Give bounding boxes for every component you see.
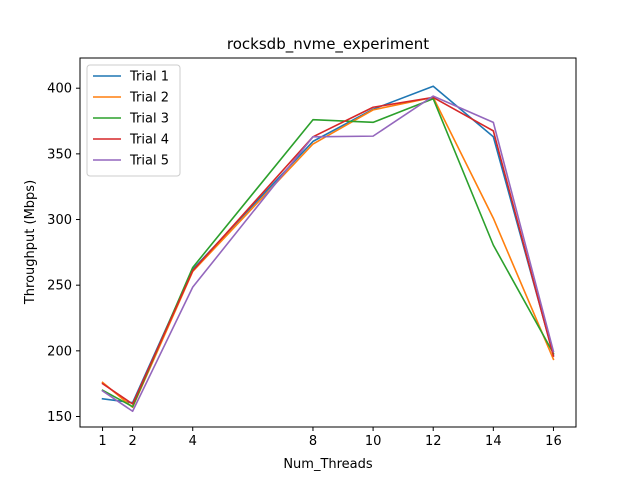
x-axis-title: Num_Threads [283, 457, 373, 472]
series-line-trial-5 [101, 95, 555, 413]
series-layer [101, 85, 555, 413]
x-tick-label: 8 [309, 434, 317, 449]
y-tick-label: 300 [47, 213, 72, 228]
x-tick-label: 4 [189, 434, 197, 449]
x-tick-label: 1 [98, 434, 106, 449]
x-tick-label: 14 [485, 434, 502, 449]
x-tick-label: 16 [545, 434, 562, 449]
legend-label-trial-4: Trial 4 [129, 133, 169, 148]
x-tick-label: 10 [365, 434, 382, 449]
y-tick-label: 200 [47, 344, 72, 359]
y-tick-label: 350 [47, 147, 72, 162]
legend: Trial 1 Trial 2 Trial 3 Trial 4 Trial 5 [86, 64, 181, 177]
x-tick-label: 2 [128, 434, 136, 449]
y-tick-label: 150 [47, 410, 72, 425]
y-axis-title: Throughput (Mbps) [23, 180, 38, 305]
y-tick-label: 250 [47, 279, 72, 294]
legend-label-trial-1: Trial 1 [129, 70, 169, 85]
plot-frame [79, 57, 577, 428]
y-tick-label: 400 [47, 82, 72, 97]
legend-box [86, 64, 181, 177]
legend-label-trial-3: Trial 3 [129, 112, 169, 127]
legend-label-trial-5: Trial 5 [129, 154, 169, 169]
x-tick-label: 12 [425, 434, 442, 449]
series-line-trial-4 [101, 96, 555, 405]
chart-title: rocksdb_nvme_experiment [227, 35, 429, 54]
legend-label-trial-2: Trial 2 [129, 91, 169, 106]
